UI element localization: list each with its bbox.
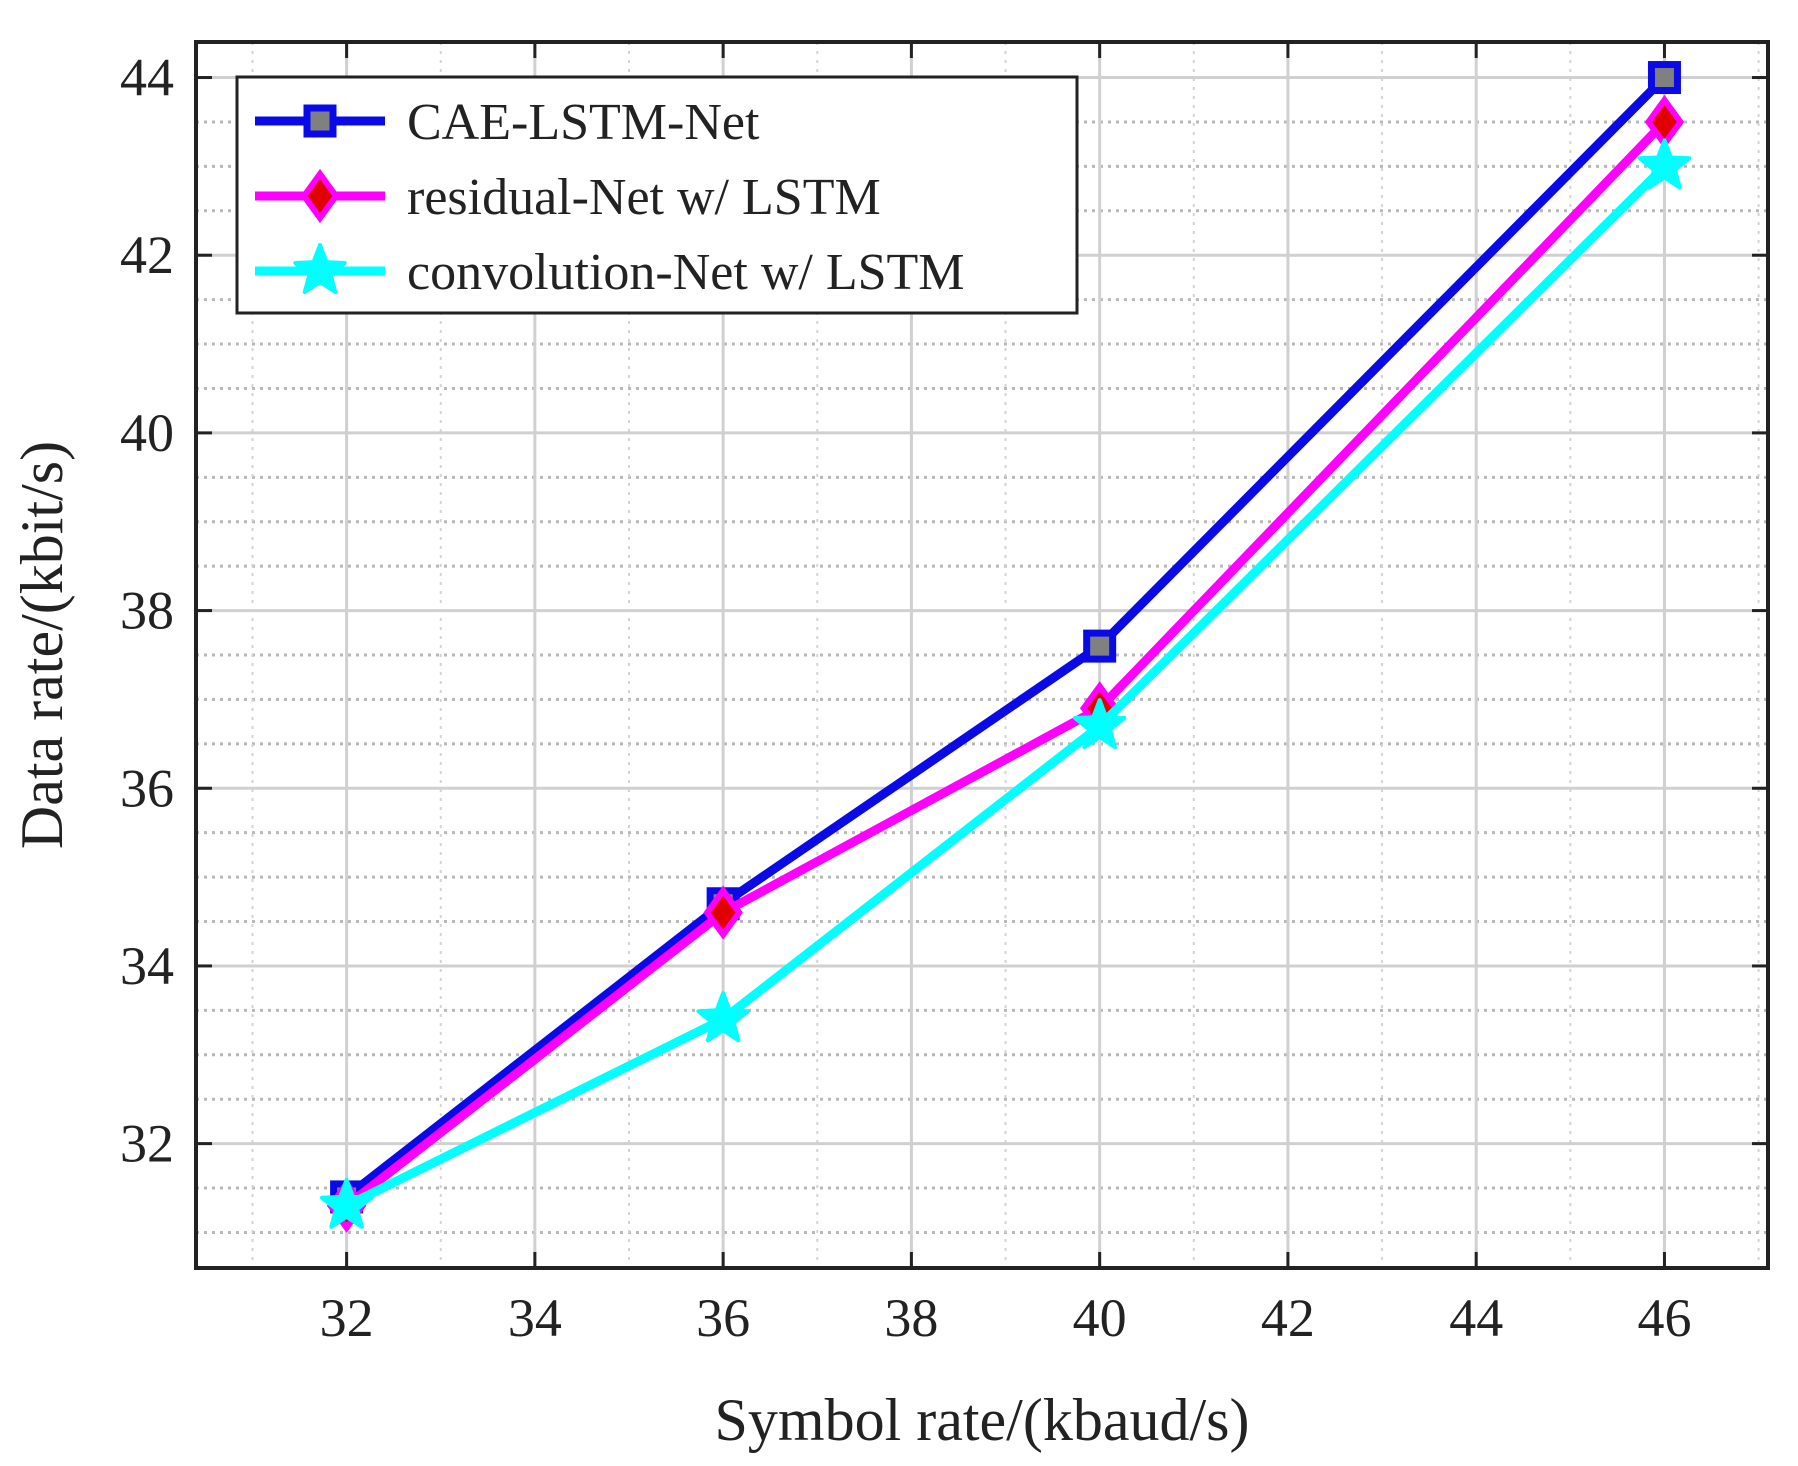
data-point	[319, 1177, 374, 1229]
series-line	[343, 74, 1668, 1201]
y-tick-label: 38	[120, 581, 174, 641]
x-tick-label: 46	[1637, 1288, 1691, 1348]
y-tick-label: 32	[120, 1114, 174, 1174]
series-line	[344, 163, 1668, 1210]
series-2	[319, 138, 1692, 1229]
data-point	[1637, 138, 1692, 190]
legend-swatch-marker	[303, 104, 337, 138]
legend-label: convolution-Net w/ LSTM	[407, 244, 965, 301]
data-point	[1072, 698, 1127, 750]
legend-swatch-marker	[293, 243, 347, 294]
legend-label: CAE-LSTM-Net	[407, 94, 760, 151]
x-axis-label: Symbol rate/(kbaud/s)	[715, 1387, 1250, 1453]
data-point	[1647, 61, 1681, 95]
y-tick-label: 44	[120, 48, 174, 108]
legend-item: convolution-Net w/ LSTM	[255, 243, 965, 301]
legend-swatch-marker	[300, 168, 340, 224]
legend: CAE-LSTM-Net residual-Net w/ LSTM convolut…	[235, 75, 1079, 315]
x-tick-label: 44	[1449, 1288, 1503, 1348]
tick-labels: 32 34 36 38 40 42 44 46 32 34 36 38 40 42 44	[120, 48, 1691, 1348]
data-point	[703, 885, 743, 940]
legend-label: residual-Net w/ LSTM	[407, 169, 881, 226]
y-tick-label: 40	[120, 403, 174, 463]
x-tick-label: 40	[1073, 1288, 1127, 1348]
x-tick-label: 32	[320, 1288, 374, 1348]
legend-item: residual-Net w/ LSTM	[255, 168, 881, 226]
y-tick-label: 42	[120, 225, 174, 285]
y-tick-label: 36	[120, 758, 174, 818]
axis-ticks	[196, 42, 1768, 1268]
x-tick-label: 34	[508, 1288, 562, 1348]
data-point	[1083, 629, 1117, 663]
x-tick-label: 38	[884, 1288, 938, 1348]
y-tick-label: 34	[120, 936, 174, 996]
legend-item: CAE-LSTM-Net	[255, 94, 760, 151]
y-axis-label: Data rate/(kbit/s)	[9, 441, 75, 849]
series-group	[319, 61, 1692, 1233]
plot-frame	[194, 40, 1770, 1270]
x-tick-label: 42	[1261, 1288, 1315, 1348]
x-tick-label: 36	[696, 1288, 750, 1348]
data-point	[696, 991, 750, 1043]
series-line	[343, 118, 1668, 1210]
